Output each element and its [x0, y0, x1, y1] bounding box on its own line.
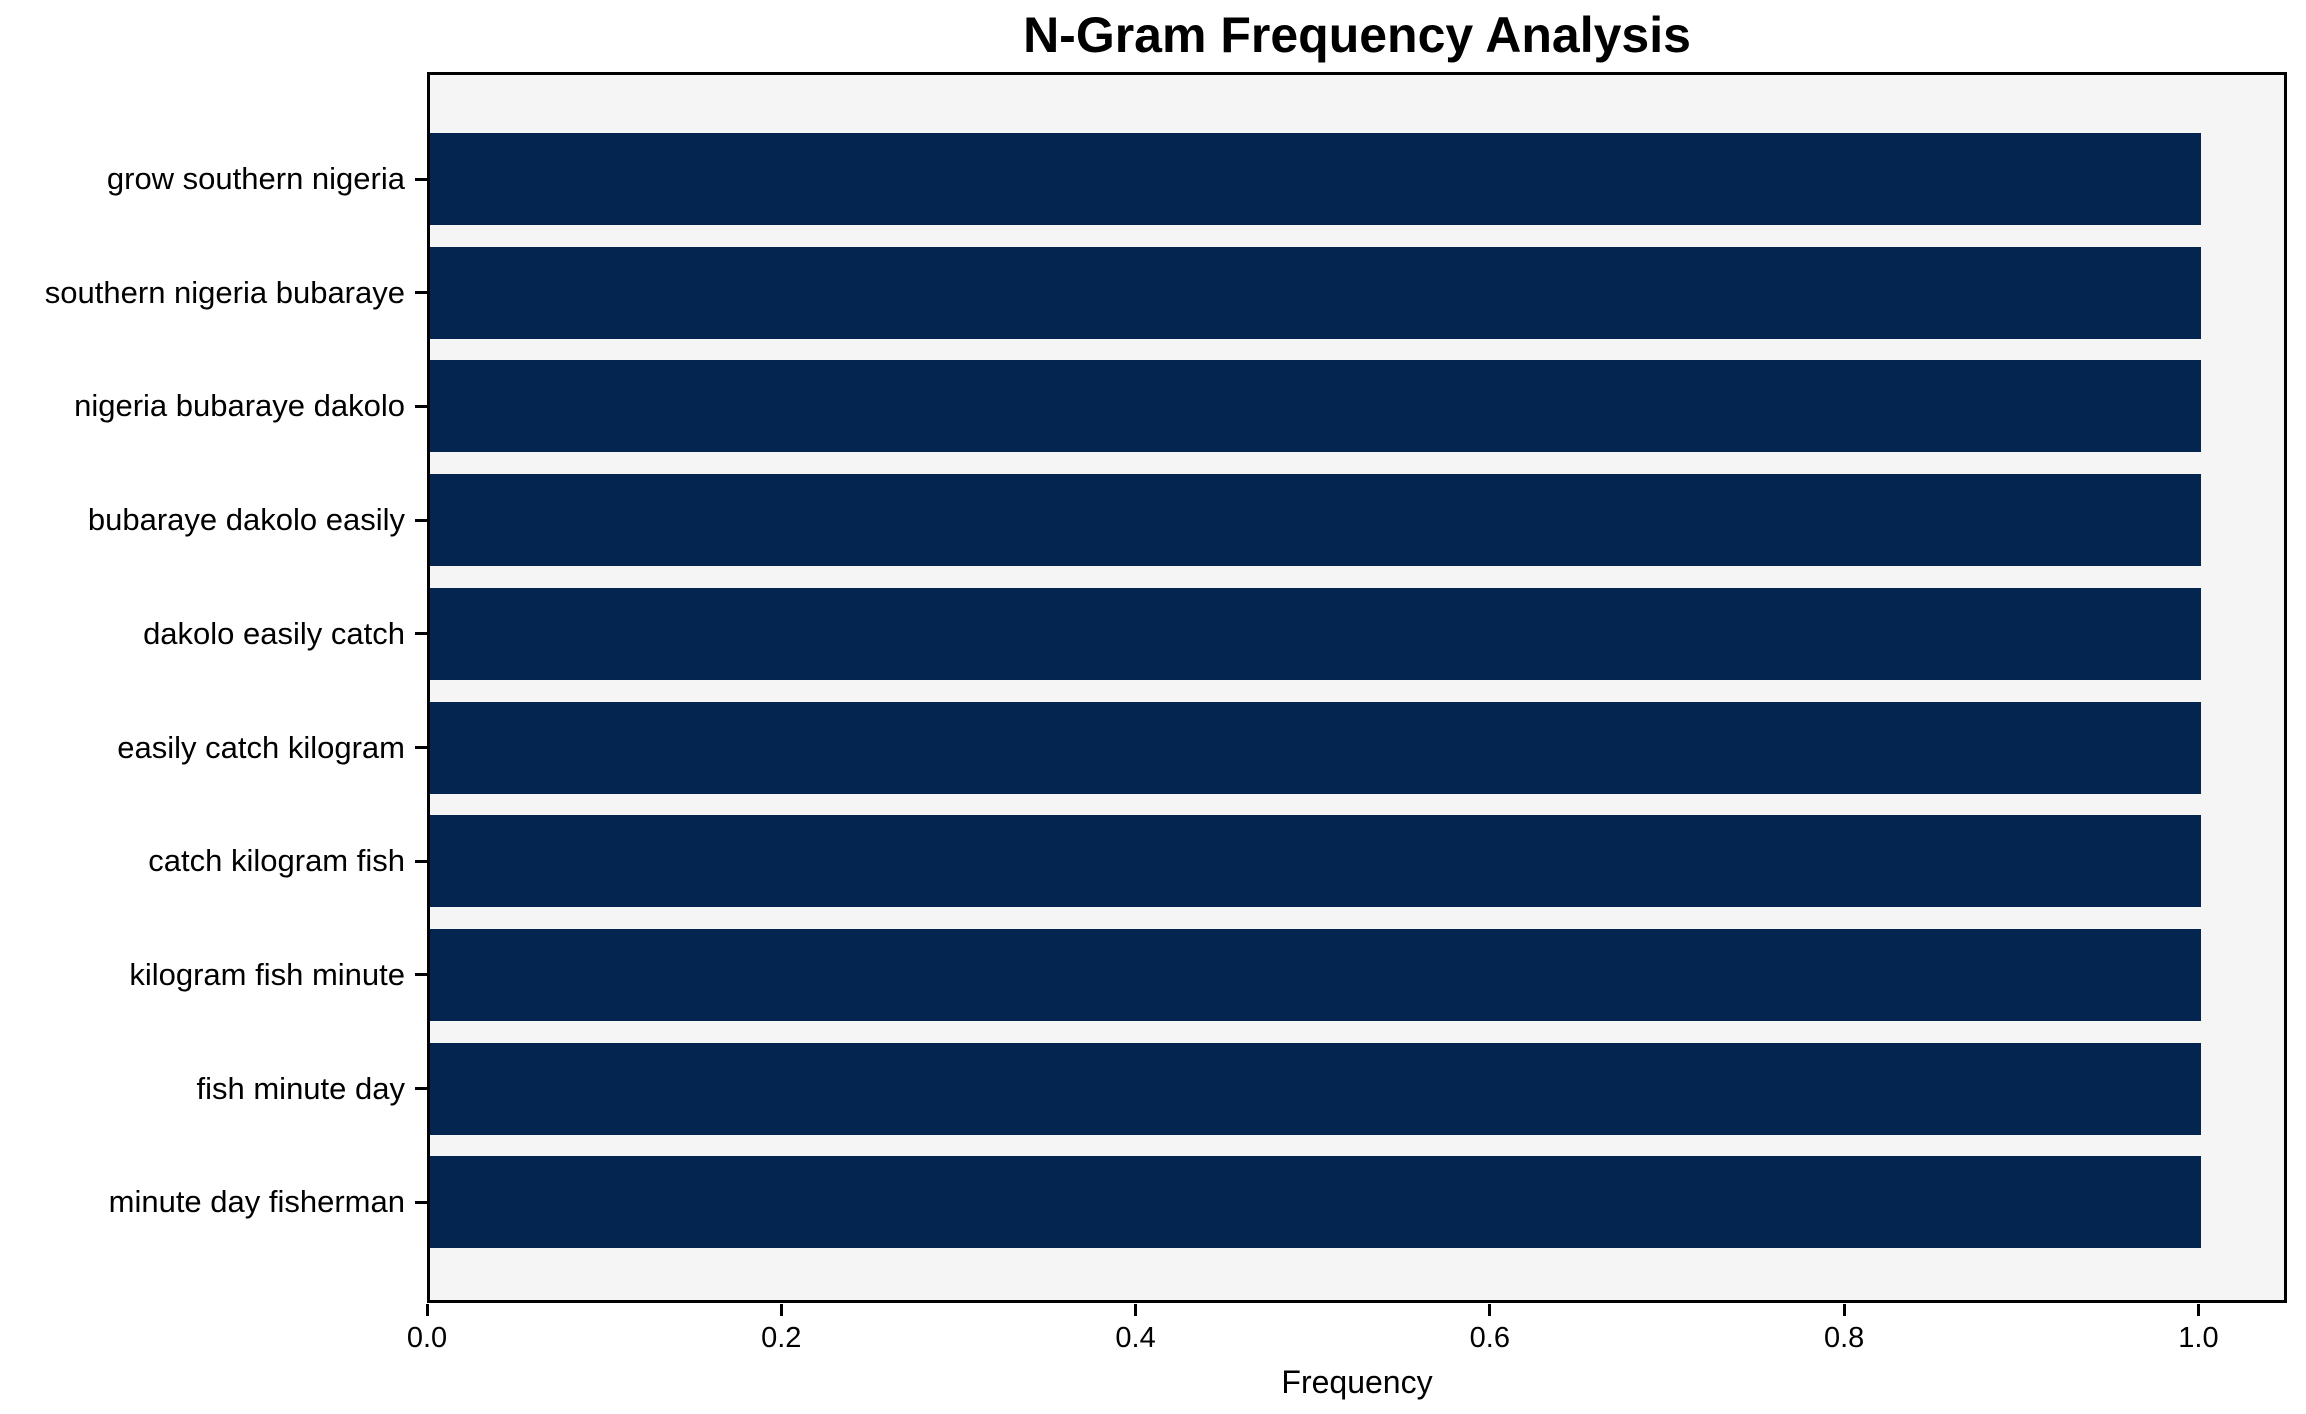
- x-tick-mark: [1488, 1304, 1492, 1316]
- y-tick-label: dakolo easily catch: [143, 615, 405, 651]
- y-tick-mark: [415, 518, 427, 522]
- bar: [430, 587, 2201, 680]
- y-tick-mark: [415, 859, 427, 863]
- y-tick-label: catch kilogram fish: [148, 843, 405, 879]
- y-tick-mark: [415, 291, 427, 295]
- bar: [430, 815, 2201, 908]
- y-tick-label: bubaraye dakolo easily: [87, 502, 405, 538]
- chart-title: N-Gram Frequency Analysis: [1023, 7, 1691, 63]
- y-tick-label: fish minute day: [196, 1070, 406, 1106]
- bar: [430, 701, 2201, 794]
- y-tick-mark: [415, 632, 427, 636]
- y-tick-label: kilogram fish minute: [129, 956, 405, 992]
- x-tick-mark: [779, 1304, 783, 1316]
- plot-area: [427, 72, 2287, 1303]
- y-tick-label: nigeria bubaraye dakolo: [74, 388, 405, 424]
- x-tick-label: 0.2: [761, 1322, 802, 1354]
- x-tick-mark: [2196, 1304, 2200, 1316]
- bar: [430, 246, 2201, 339]
- x-tick-label: 0.6: [1469, 1322, 1511, 1354]
- x-tick-label: 0.8: [1823, 1322, 1865, 1354]
- bar: [430, 133, 2201, 225]
- bar: [430, 360, 2201, 453]
- x-tick-label: 1.0: [2178, 1322, 2219, 1354]
- y-tick-mark: [415, 1200, 427, 1204]
- bar: [430, 1042, 2201, 1135]
- y-tick-mark: [415, 404, 427, 408]
- x-tick-mark: [1842, 1304, 1846, 1316]
- x-axis-label: Frequency: [1281, 1364, 1433, 1400]
- y-tick-mark: [415, 746, 427, 749]
- bar: [430, 928, 2201, 1021]
- y-tick-mark: [415, 973, 427, 977]
- y-tick-label: grow southern nigeria: [106, 161, 405, 196]
- y-tick-mark: [415, 1087, 427, 1091]
- x-tick-mark: [1134, 1304, 1138, 1316]
- bar: [430, 1156, 2201, 1249]
- x-tick-label: 0.4: [1115, 1322, 1156, 1354]
- y-tick-label: easily catch kilogram: [117, 729, 405, 765]
- y-tick-label: minute day fisherman: [108, 1184, 405, 1220]
- x-tick-mark: [425, 1304, 429, 1316]
- x-tick-label: 0.0: [406, 1322, 448, 1354]
- bar: [430, 474, 2201, 567]
- y-tick-mark: [415, 177, 427, 181]
- y-tick-label: southern nigeria bubaraye: [44, 274, 405, 310]
